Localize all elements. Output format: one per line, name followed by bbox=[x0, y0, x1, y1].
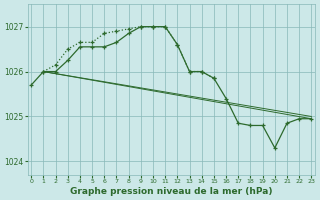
X-axis label: Graphe pression niveau de la mer (hPa): Graphe pression niveau de la mer (hPa) bbox=[70, 187, 273, 196]
